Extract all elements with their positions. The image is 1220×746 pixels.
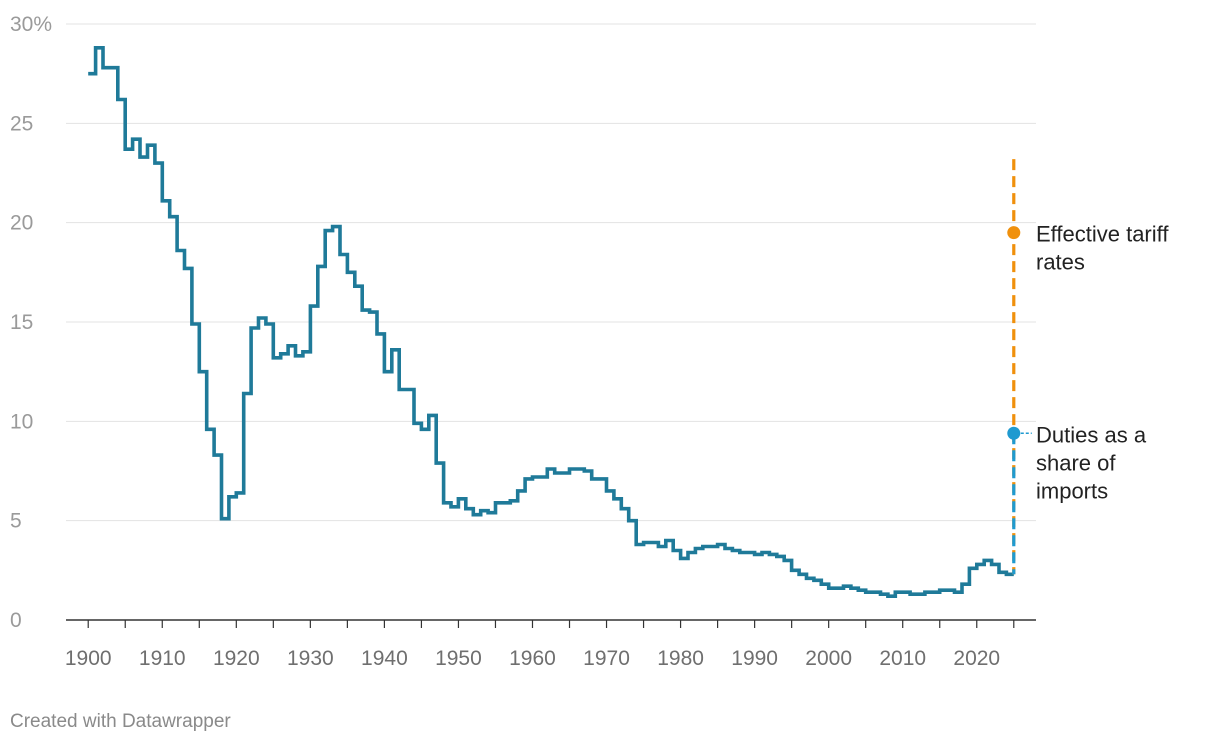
x-tick-label: 2000 [805, 647, 852, 670]
x-tick-label: 1950 [435, 647, 482, 670]
y-tick-label: 15 [10, 311, 33, 334]
x-tick-label: 2020 [953, 647, 1000, 670]
x-tick-label: 1910 [139, 647, 186, 670]
projection-endpoint-dot [1007, 226, 1021, 240]
y-tick-label: 5 [10, 510, 22, 533]
x-tick-label: 1920 [213, 647, 260, 670]
series-line-duties [88, 46, 1014, 598]
x-tick-label: 1900 [65, 647, 112, 670]
x-tick-label: 1960 [509, 647, 556, 670]
x-tick-label: 1940 [361, 647, 408, 670]
series-lines [88, 46, 1014, 598]
x-tick-label: 1930 [287, 647, 334, 670]
x-tick-label: 1990 [731, 647, 778, 670]
y-tick-label: 0 [10, 609, 22, 632]
y-tick-label: 20 [10, 212, 33, 235]
y-axis-ticks: 0 5 10 15 20 25 30% [10, 13, 52, 632]
x-tick-label: 1980 [657, 647, 704, 670]
x-axis-ticks: 1900 1910 1920 1930 1940 1950 1960 1970 1980 1990… [65, 620, 1015, 670]
credit-text: Created with Datawrapper [10, 711, 231, 732]
series-labels: Effective tariff rates Duties as a share of… [1036, 222, 1169, 504]
y-tick-label: 30% [10, 13, 52, 36]
y-tick-label: 25 [10, 112, 33, 135]
x-tick-label: 2010 [879, 647, 926, 670]
x-tick-label: 1970 [583, 647, 630, 670]
series-label-line: rates [1036, 250, 1085, 275]
series-label-line: imports [1036, 478, 1108, 503]
series-label-line: Duties as a [1036, 422, 1147, 447]
series-label-line: share of [1036, 450, 1116, 475]
y-tick-label: 10 [10, 410, 33, 433]
series-label-line: Effective tariff [1036, 222, 1169, 247]
grid-lines [66, 23, 1036, 522]
projection-lines [1007, 159, 1032, 575]
projection-endpoint-dot [1007, 426, 1021, 440]
